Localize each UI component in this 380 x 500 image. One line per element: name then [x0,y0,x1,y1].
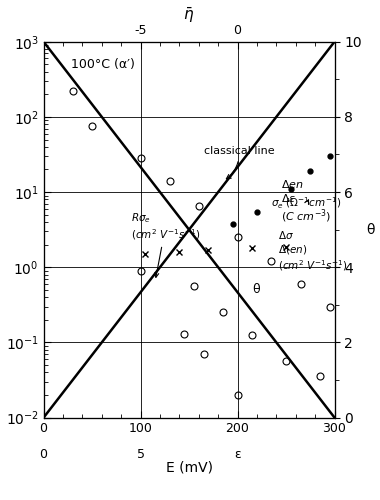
Text: $\Delta\sigma$
$\Delta(en)$
$(cm^2\ V^{-1}s^{-1})$: $\Delta\sigma$ $\Delta(en)$ $(cm^2\ V^{-… [278,229,348,273]
Text: 100°C (α′): 100°C (α′) [71,58,135,71]
Text: θ: θ [252,284,260,296]
Text: classical line: classical line [204,146,274,179]
Text: 0: 0 [40,448,48,460]
Text: $R\sigma_e$
$(cm^2\ V^{-1}s^{-1})$: $R\sigma_e$ $(cm^2\ V^{-1}s^{-1})$ [131,211,200,278]
Text: ε: ε [234,448,241,460]
Text: 5: 5 [136,448,144,460]
X-axis label: E (mV): E (mV) [166,460,212,474]
Text: $\sigma_e\ (\Omega^{-1}cm^{-1})$: $\sigma_e\ (\Omega^{-1}cm^{-1})$ [271,196,342,212]
Y-axis label: θ: θ [366,222,374,236]
X-axis label: $\bar{\eta}$: $\bar{\eta}$ [184,6,195,25]
Text: $\Delta en$
$\Delta\epsilon$
$(C\ cm^{-3})$: $\Delta en$ $\Delta\epsilon$ $(C\ cm^{-3… [281,178,332,224]
